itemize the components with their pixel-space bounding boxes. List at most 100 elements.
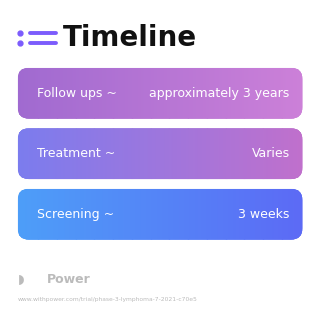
Bar — [114, 128, 115, 179]
Bar — [58, 128, 59, 179]
Bar — [114, 189, 115, 239]
Bar — [85, 189, 86, 239]
Bar — [154, 189, 155, 239]
Bar — [290, 68, 291, 119]
Bar — [66, 189, 67, 239]
Bar — [136, 68, 137, 119]
Bar — [160, 189, 161, 239]
Bar — [268, 128, 269, 179]
Bar — [77, 68, 78, 119]
Bar — [197, 128, 198, 179]
Bar — [91, 189, 92, 239]
Bar — [202, 128, 203, 179]
Bar — [131, 128, 132, 179]
Bar — [196, 128, 197, 179]
Bar — [68, 68, 69, 119]
Bar — [157, 68, 158, 119]
Bar — [269, 189, 270, 239]
Bar — [261, 68, 262, 119]
Bar — [46, 68, 47, 119]
Bar — [274, 68, 275, 119]
Text: Timeline: Timeline — [62, 24, 196, 52]
Bar — [103, 189, 104, 239]
Bar — [68, 189, 69, 239]
Bar — [67, 68, 68, 119]
Bar — [234, 68, 235, 119]
Bar — [127, 128, 128, 179]
Bar — [201, 128, 202, 179]
Bar — [92, 68, 93, 119]
Bar — [90, 128, 91, 179]
Bar — [19, 189, 20, 239]
Bar — [44, 189, 45, 239]
Bar — [88, 68, 89, 119]
Bar — [249, 128, 250, 179]
Bar — [186, 68, 187, 119]
Bar — [120, 189, 121, 239]
Bar — [271, 189, 272, 239]
Bar — [133, 68, 134, 119]
Bar — [202, 189, 203, 239]
Bar — [96, 68, 97, 119]
Bar — [122, 68, 123, 119]
Bar — [97, 68, 98, 119]
Bar — [85, 68, 86, 119]
Bar — [103, 68, 104, 119]
Bar — [129, 189, 130, 239]
Bar — [226, 189, 227, 239]
Bar — [259, 189, 260, 239]
Bar — [297, 68, 298, 119]
Bar — [127, 68, 128, 119]
Bar — [114, 68, 115, 119]
Bar — [183, 189, 184, 239]
Bar — [149, 128, 150, 179]
Bar — [84, 128, 85, 179]
Bar — [162, 128, 163, 179]
Bar — [251, 128, 252, 179]
Bar — [298, 128, 299, 179]
Bar — [102, 68, 103, 119]
Bar — [152, 128, 153, 179]
Bar — [286, 68, 287, 119]
Bar — [141, 189, 142, 239]
Bar — [212, 189, 213, 239]
Bar — [259, 128, 260, 179]
Bar — [237, 189, 238, 239]
Bar — [131, 68, 132, 119]
Bar — [38, 68, 39, 119]
Bar — [40, 128, 41, 179]
Bar — [285, 128, 286, 179]
Bar — [294, 128, 295, 179]
Bar — [221, 128, 222, 179]
Bar — [288, 128, 289, 179]
Bar — [120, 128, 121, 179]
Bar — [112, 68, 113, 119]
Bar — [200, 68, 201, 119]
Bar — [154, 68, 155, 119]
Bar — [216, 128, 217, 179]
Bar — [247, 128, 248, 179]
Bar — [233, 189, 234, 239]
Bar — [56, 128, 57, 179]
Bar — [37, 68, 38, 119]
Bar — [276, 189, 277, 239]
Bar — [242, 128, 243, 179]
Bar — [273, 128, 274, 179]
Bar — [128, 189, 129, 239]
Bar — [190, 68, 191, 119]
Bar — [207, 128, 208, 179]
Bar — [106, 128, 107, 179]
Bar — [280, 68, 281, 119]
Bar — [41, 128, 42, 179]
Bar — [231, 68, 232, 119]
Bar — [27, 189, 28, 239]
Bar — [239, 189, 240, 239]
Bar — [162, 68, 163, 119]
Bar — [177, 128, 178, 179]
Bar — [223, 189, 224, 239]
Bar — [26, 68, 27, 119]
Bar — [76, 68, 77, 119]
Bar — [61, 189, 62, 239]
Bar — [245, 189, 246, 239]
Bar — [225, 68, 226, 119]
